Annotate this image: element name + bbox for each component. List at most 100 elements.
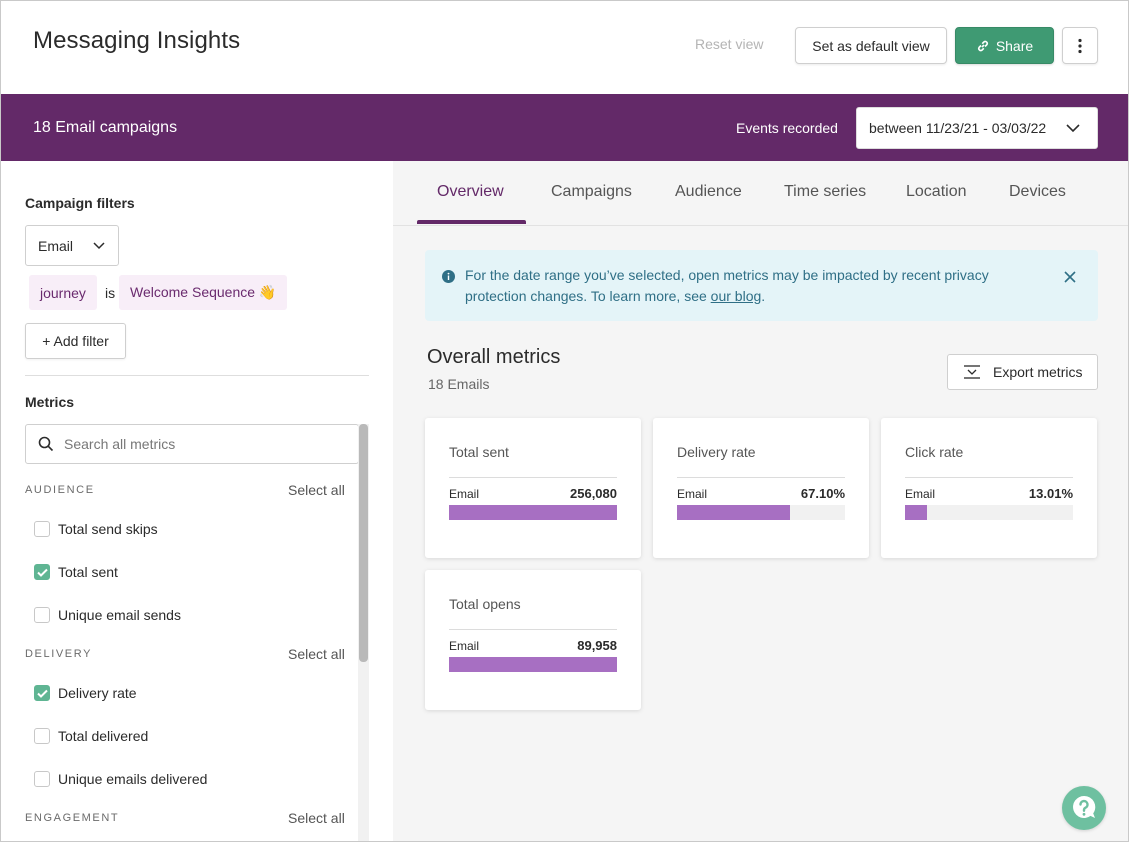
card-channel: Email <box>449 487 480 501</box>
metric-label: Total sent <box>58 564 118 580</box>
help-button[interactable] <box>1062 786 1106 830</box>
checkmark-icon <box>36 689 48 698</box>
metric-unique-email-sends[interactable]: Unique email sends <box>34 605 181 625</box>
checkmark-icon <box>36 568 48 577</box>
metric-unique-emails-delivered[interactable]: Unique emails delivered <box>34 769 207 789</box>
set-default-view-button[interactable]: Set as default view <box>795 27 947 64</box>
notice-suffix: . <box>761 288 766 304</box>
main-content: Overview Campaigns Audience Time series … <box>393 161 1128 841</box>
metric-total-send-skips[interactable]: Total send skips <box>34 519 158 539</box>
metric-card-total-sent: Total sent Email 256,080 <box>425 418 641 558</box>
campaign-bar: 18 Email campaigns Events recorded betwe… <box>1 94 1128 161</box>
card-bar-fill <box>449 505 617 520</box>
events-recorded-label: Events recorded <box>736 120 838 136</box>
card-bar-fill <box>905 505 927 520</box>
tab-bar: Overview Campaigns Audience Time series … <box>393 161 1128 226</box>
sidebar-scrollbar-thumb[interactable] <box>359 424 368 662</box>
group-label-engagement: ENGAGEMENT <box>25 812 120 824</box>
metric-card-total-opens: Total opens Email 89,958 <box>425 570 641 710</box>
card-value: 89,958 <box>577 638 617 653</box>
tab-location[interactable]: Location <box>906 183 967 200</box>
share-button[interactable]: Share <box>955 27 1054 64</box>
checkbox[interactable] <box>34 521 50 537</box>
checkbox-checked[interactable] <box>34 564 50 580</box>
card-bar-track <box>449 657 617 672</box>
card-channel: Email <box>677 487 708 501</box>
date-range-select[interactable]: between 11/23/21 - 03/03/22 <box>856 107 1098 149</box>
tab-audience[interactable]: Audience <box>675 183 742 200</box>
select-all-audience[interactable]: Select all <box>288 482 345 498</box>
link-icon <box>977 40 988 51</box>
card-bar-fill <box>449 657 617 672</box>
metric-total-delivered[interactable]: Total delivered <box>34 726 148 746</box>
group-label-audience: AUDIENCE <box>25 484 95 496</box>
campaign-filters-title: Campaign filters <box>25 195 135 211</box>
export-icon <box>964 365 980 379</box>
tab-devices[interactable]: Devices <box>1009 183 1066 200</box>
card-channel: Email <box>449 639 480 653</box>
help-question-icon <box>1073 795 1096 818</box>
metric-label: Total send skips <box>58 521 158 537</box>
info-icon <box>442 270 455 283</box>
card-bar-fill <box>677 505 790 520</box>
metric-delivery-rate[interactable]: Delivery rate <box>34 683 137 703</box>
filters-sidebar: Campaign filters Email journey is Welcom… <box>1 161 393 841</box>
select-all-engagement[interactable]: Select all <box>288 810 345 826</box>
card-bar-track <box>677 505 845 520</box>
checkbox[interactable] <box>34 728 50 744</box>
metric-label: Delivery rate <box>58 685 137 701</box>
channel-select[interactable]: Email <box>25 225 119 266</box>
notice-text: For the date range you’ve selected, open… <box>465 265 1035 307</box>
active-tab-indicator <box>417 220 526 224</box>
card-title: Total opens <box>449 596 521 612</box>
our-blog-link[interactable]: our blog <box>710 288 762 304</box>
card-value: 256,080 <box>570 486 617 501</box>
checkbox-checked[interactable] <box>34 685 50 701</box>
page-header: Messaging Insights Reset view Set as def… <box>1 1 1128 94</box>
select-all-delivery[interactable]: Select all <box>288 646 345 662</box>
metric-label: Unique emails delivered <box>58 771 208 787</box>
group-label-delivery: DELIVERY <box>25 648 93 660</box>
checkbox[interactable] <box>34 607 50 623</box>
page-title: Messaging Insights <box>33 27 241 54</box>
card-divider <box>905 477 1073 478</box>
reset-view-button[interactable]: Reset view <box>695 36 764 52</box>
metric-card-delivery-rate: Delivery rate Email 67.10% <box>653 418 869 558</box>
tab-campaigns[interactable]: Campaigns <box>551 183 632 200</box>
filter-value-chip[interactable]: Welcome Sequence 👋 <box>119 275 288 310</box>
card-channel: Email <box>905 487 936 501</box>
filter-field-chip[interactable]: journey <box>29 275 97 310</box>
card-value: 13.01% <box>1028 486 1073 501</box>
card-bar-track <box>449 505 617 520</box>
chevron-down-icon <box>1066 124 1080 133</box>
card-divider <box>677 477 845 478</box>
search-metrics-input[interactable] <box>64 433 344 455</box>
card-value: 67.10% <box>800 486 845 501</box>
tab-time-series[interactable]: Time series <box>784 183 867 200</box>
search-icon <box>38 436 54 452</box>
channel-value: Email <box>38 237 74 254</box>
add-filter-button[interactable]: + Add filter <box>25 323 126 359</box>
card-title: Click rate <box>905 444 964 460</box>
campaign-count: 18 Email campaigns <box>33 119 178 136</box>
more-options-button[interactable] <box>1062 27 1098 64</box>
filter-operator: is <box>105 285 116 301</box>
card-divider <box>449 477 617 478</box>
metric-label: Unique email sends <box>58 607 181 623</box>
share-label: Share <box>995 37 1034 54</box>
card-bar-track <box>905 505 1073 520</box>
privacy-notice: For the date range you’ve selected, open… <box>425 250 1098 321</box>
sidebar-divider <box>25 375 369 376</box>
card-title: Total sent <box>449 444 509 460</box>
tab-overview[interactable]: Overview <box>437 183 504 200</box>
metrics-title: Metrics <box>25 394 75 410</box>
notice-body: For the date range you’ve selected, open… <box>465 267 989 304</box>
export-metrics-label: Export metrics <box>993 364 1083 380</box>
export-metrics-button[interactable]: Export metrics <box>947 354 1098 390</box>
checkbox[interactable] <box>34 771 50 787</box>
metric-total-sent[interactable]: Total sent <box>34 562 118 582</box>
card-title: Delivery rate <box>677 444 756 460</box>
close-icon[interactable] <box>1064 271 1076 283</box>
metric-card-click-rate: Click rate Email 13.01% <box>881 418 1097 558</box>
overall-metrics-title: Overall metrics <box>427 346 561 368</box>
